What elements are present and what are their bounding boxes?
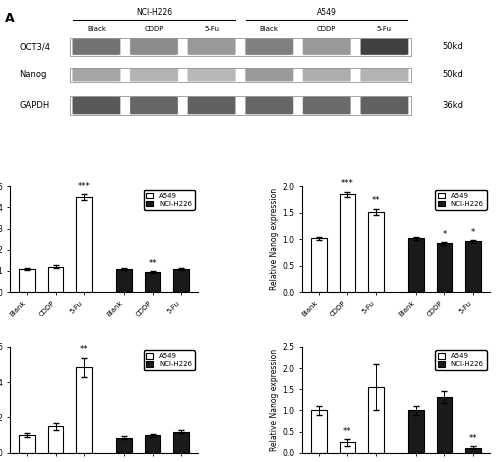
- FancyBboxPatch shape: [360, 68, 408, 81]
- FancyBboxPatch shape: [303, 97, 351, 115]
- FancyBboxPatch shape: [72, 97, 120, 115]
- Text: *: *: [442, 230, 446, 239]
- Legend: A549, NCI-H226: A549, NCI-H226: [144, 190, 195, 210]
- Bar: [465, 241, 480, 292]
- Bar: [408, 238, 424, 292]
- Bar: [436, 397, 452, 453]
- Bar: [76, 367, 92, 453]
- Text: **: **: [80, 346, 88, 354]
- Text: 50kd: 50kd: [442, 43, 463, 51]
- FancyBboxPatch shape: [72, 68, 120, 81]
- Text: 5-Fu: 5-Fu: [377, 25, 392, 31]
- FancyBboxPatch shape: [130, 68, 178, 81]
- FancyBboxPatch shape: [303, 38, 351, 55]
- Text: NCI-H226: NCI-H226: [136, 8, 172, 18]
- Text: **: **: [468, 434, 477, 443]
- Text: **: **: [148, 259, 157, 268]
- Text: **: **: [343, 426, 351, 436]
- FancyBboxPatch shape: [360, 38, 408, 55]
- Bar: [174, 432, 189, 453]
- Text: A: A: [5, 12, 15, 24]
- Text: Nanog: Nanog: [20, 71, 47, 79]
- FancyBboxPatch shape: [72, 38, 120, 55]
- Bar: [145, 272, 160, 292]
- Text: **: **: [372, 196, 380, 205]
- Text: CDDP: CDDP: [144, 25, 164, 31]
- FancyBboxPatch shape: [245, 97, 293, 115]
- Bar: [70, 38, 411, 55]
- Text: A549: A549: [317, 8, 336, 18]
- Bar: [311, 238, 326, 292]
- Text: ***: ***: [341, 179, 354, 188]
- FancyBboxPatch shape: [360, 97, 408, 115]
- Text: 36kd: 36kd: [442, 101, 463, 110]
- Bar: [48, 267, 64, 292]
- Bar: [116, 438, 132, 453]
- Bar: [465, 448, 480, 453]
- Bar: [408, 410, 424, 453]
- Bar: [368, 387, 384, 453]
- Bar: [116, 269, 132, 292]
- FancyBboxPatch shape: [245, 38, 293, 55]
- Bar: [311, 410, 326, 453]
- Text: 50kd: 50kd: [442, 71, 463, 79]
- FancyBboxPatch shape: [188, 38, 236, 55]
- FancyBboxPatch shape: [188, 97, 236, 115]
- Text: ***: ***: [78, 182, 90, 190]
- Text: CDDP: CDDP: [317, 25, 336, 31]
- Bar: [368, 212, 384, 292]
- Text: OCT3/4: OCT3/4: [20, 43, 50, 51]
- Bar: [340, 194, 355, 292]
- Text: Black: Black: [87, 25, 106, 31]
- Text: 5-Fu: 5-Fu: [204, 25, 219, 31]
- Bar: [145, 435, 160, 453]
- FancyBboxPatch shape: [245, 68, 293, 81]
- Text: *: *: [471, 228, 475, 237]
- Bar: [436, 243, 452, 292]
- FancyBboxPatch shape: [188, 68, 236, 81]
- Bar: [48, 426, 64, 453]
- Legend: A549, NCI-H226: A549, NCI-H226: [436, 350, 486, 370]
- Bar: [174, 269, 189, 292]
- Legend: A549, NCI-H226: A549, NCI-H226: [436, 190, 486, 210]
- Y-axis label: Relative Nanog expression: Relative Nanog expression: [270, 349, 279, 451]
- Legend: A549, NCI-H226: A549, NCI-H226: [144, 350, 195, 370]
- Y-axis label: Relative Nanog expression: Relative Nanog expression: [270, 188, 279, 290]
- Bar: [20, 435, 35, 453]
- Bar: [70, 96, 411, 115]
- FancyBboxPatch shape: [130, 38, 178, 55]
- Bar: [340, 442, 355, 453]
- Bar: [20, 269, 35, 292]
- FancyBboxPatch shape: [303, 68, 351, 81]
- Bar: [70, 68, 411, 82]
- Bar: [76, 197, 92, 292]
- Text: GAPDH: GAPDH: [20, 101, 50, 110]
- FancyBboxPatch shape: [130, 97, 178, 115]
- Text: Black: Black: [260, 25, 278, 31]
